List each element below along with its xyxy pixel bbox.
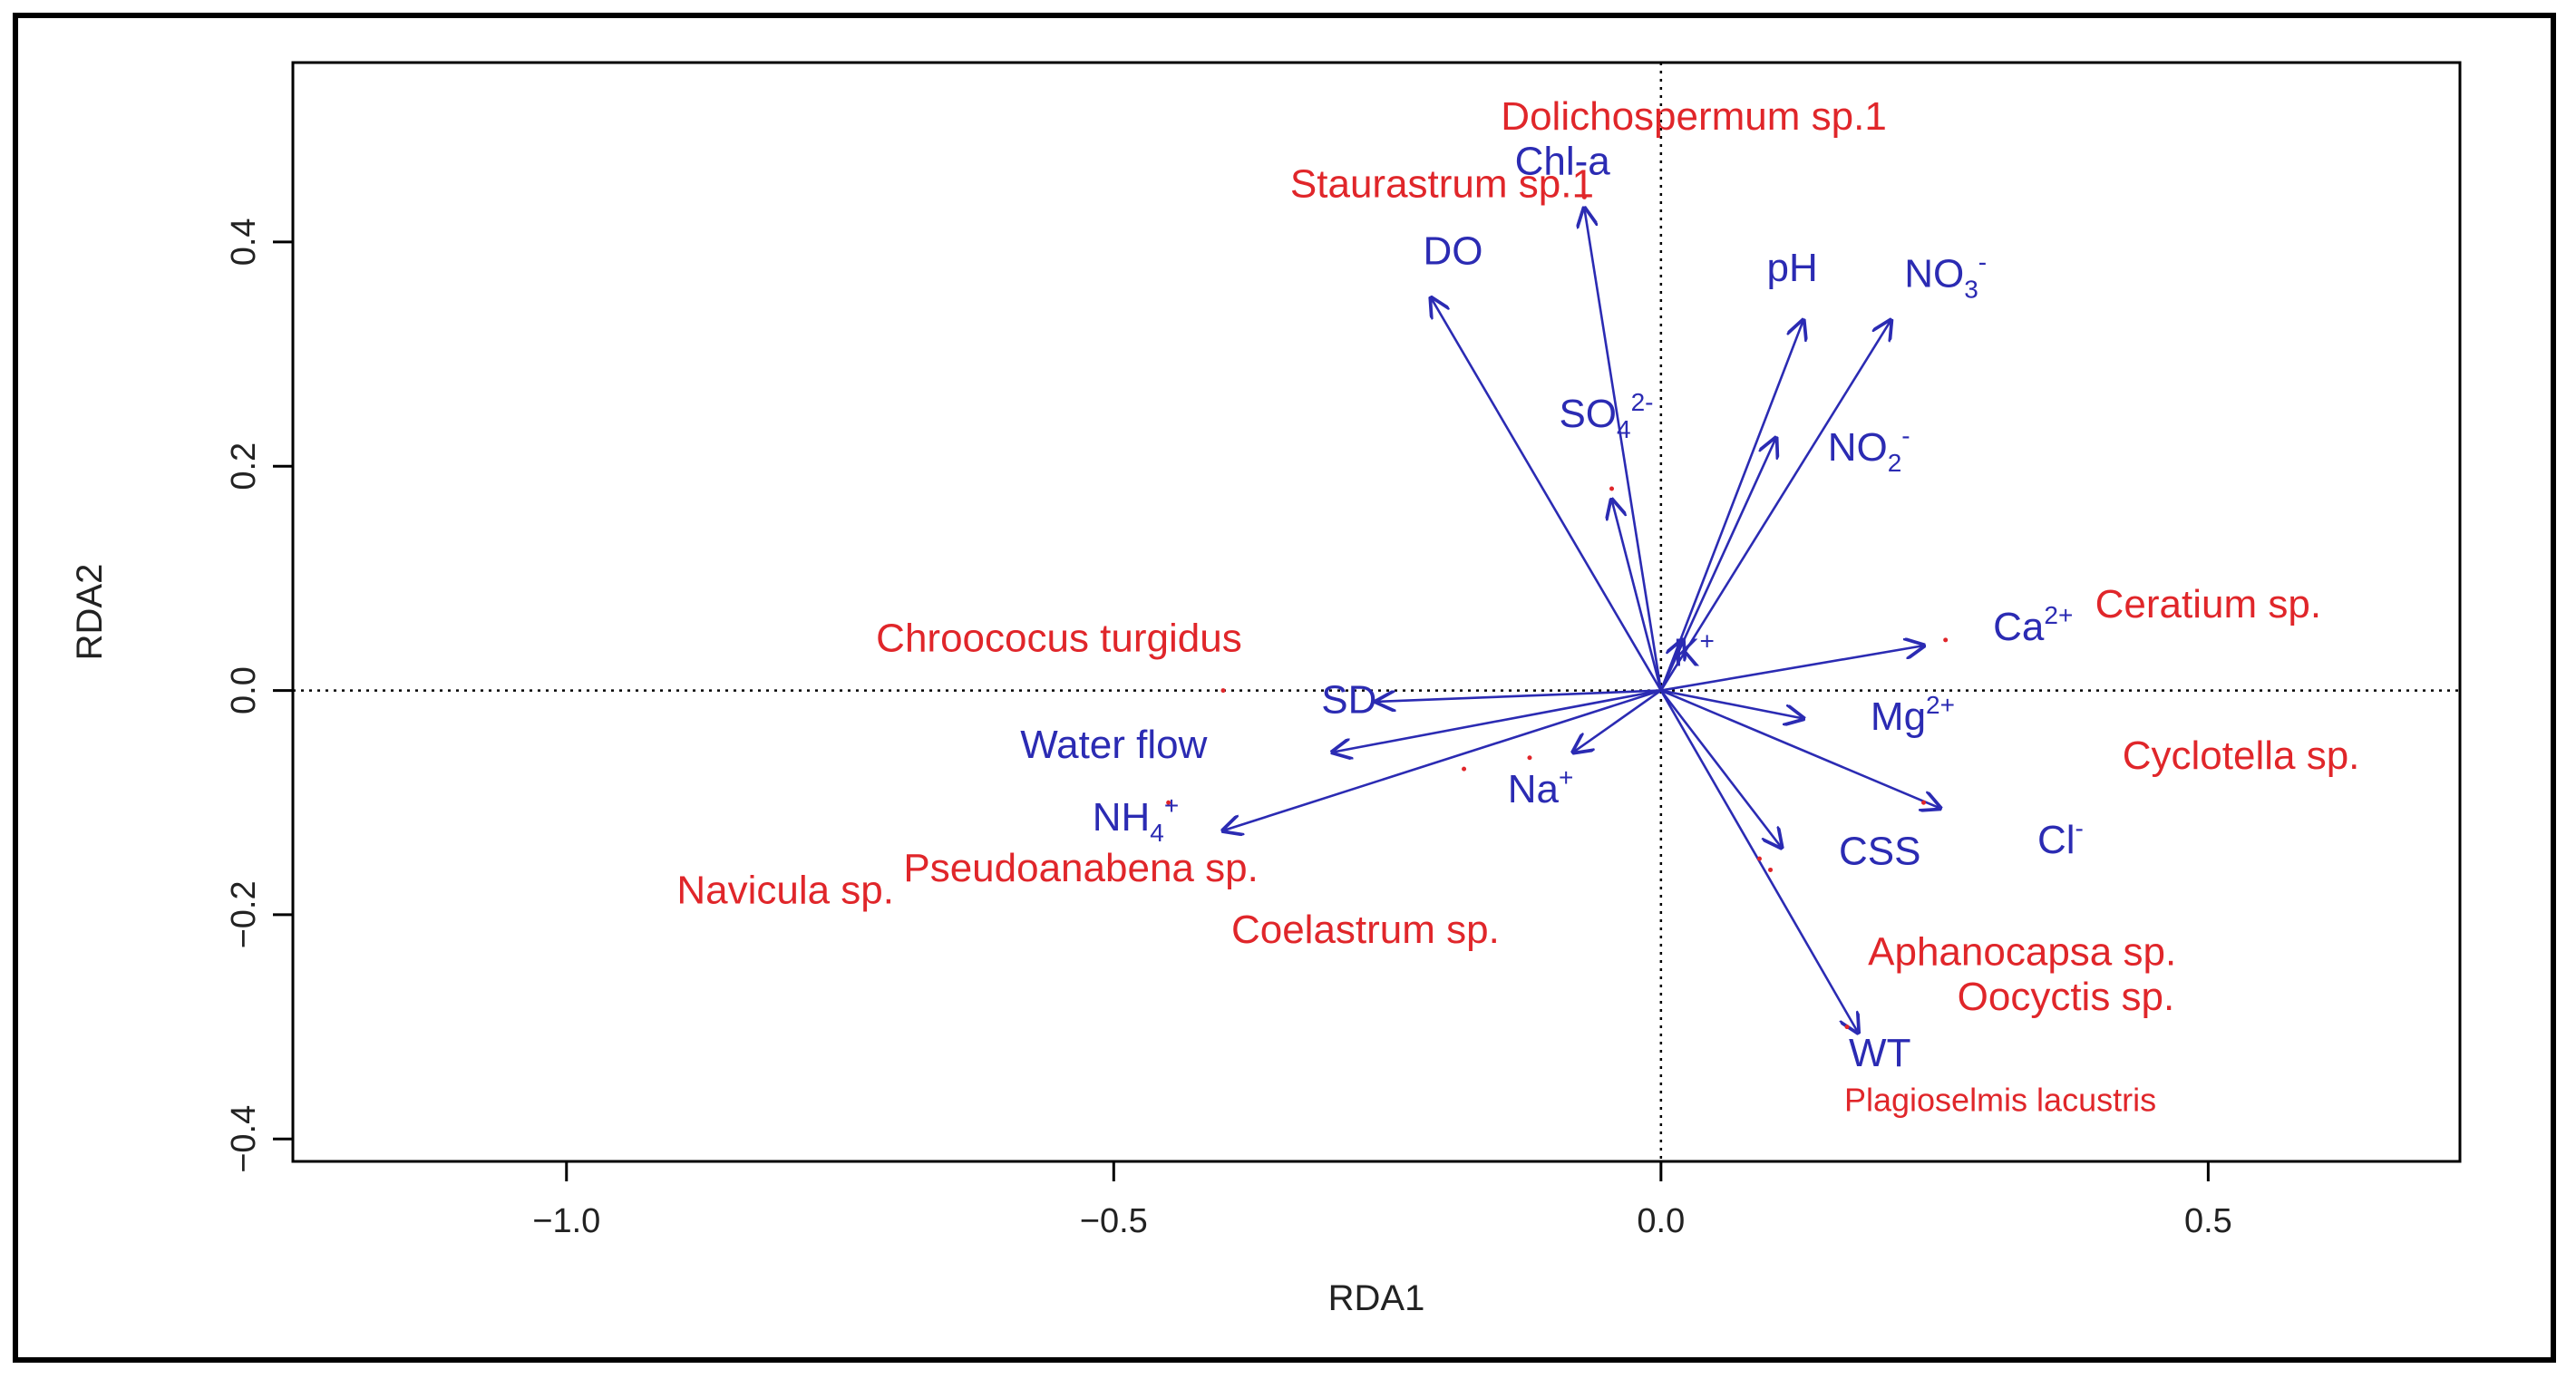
- arrow-mg2: [1660, 689, 1803, 719]
- y-tick-label: 0.0: [225, 666, 263, 714]
- env-label-water-flow: Water flow: [1020, 723, 1207, 767]
- arrow-css: [1659, 689, 1782, 848]
- x-tick-label: −0.5: [1080, 1202, 1148, 1240]
- y-tick-label: 0.4: [225, 218, 263, 266]
- y-tick-label: −0.2: [225, 880, 263, 948]
- species-point-oocyctis-sp: [1756, 856, 1762, 861]
- x-tick-label: 0.5: [2184, 1202, 2232, 1240]
- x-axis-title: RDA1: [1328, 1278, 1425, 1318]
- x-tick-label: 0.0: [1637, 1202, 1685, 1240]
- species-point-cyclotella-sp: [1921, 800, 1927, 805]
- species-label-coelastrum-sp: Coelastrum sp.: [1231, 908, 1500, 952]
- arrow-ca2: [1660, 646, 1924, 692]
- species-point-pseudoanabena-sp: [1462, 766, 1467, 772]
- species-label-plagioselmis-lacustris: Plagioselmis lacustris: [1844, 1081, 2156, 1118]
- env-label-do: DO: [1423, 229, 1482, 274]
- env-label-css: CSS: [1839, 829, 1920, 873]
- arrow-ph: [1659, 320, 1803, 692]
- species-point-plagioselmis-lacustris: [1844, 1025, 1850, 1030]
- env-label-sd: SD: [1321, 677, 1376, 722]
- x-tick-label: −1.0: [532, 1202, 600, 1240]
- plot-border: [291, 61, 2462, 1163]
- species-point-aphanocapsa-sp: [1768, 867, 1774, 872]
- y-tick-label: 0.2: [225, 442, 263, 490]
- species-label-aphanocapsa-sp: Aphanocapsa sp.: [1868, 930, 2176, 975]
- species-point-ceratium-sp: [1943, 637, 1949, 643]
- species-label-dolichospermum-sp-1: Dolichospermum sp.1: [1501, 94, 1887, 139]
- species-label-oocyctis-sp: Oocyctis sp.: [1958, 975, 2175, 1019]
- env-label-mg2: Mg2+: [1871, 691, 1955, 739]
- arrow-do: [1431, 298, 1662, 692]
- species-label-pseudoanabena-sp: Pseudoanabena sp.: [903, 846, 1258, 890]
- arrow-nh4: [1223, 689, 1662, 831]
- env-label-wt: WT: [1849, 1031, 1910, 1075]
- arrow-wt: [1659, 689, 1858, 1033]
- species-point-coelastrum-sp: [1527, 755, 1532, 761]
- species-point-navicula-sp: [1166, 800, 1171, 805]
- env-label-ca2: Ca2+: [1993, 601, 2073, 649]
- figure-frame: −1.0 −0.5 0.0 0.5 −0.4 −0.2 0.0 0.2 0.4 Chl-a DO…: [13, 13, 2556, 1363]
- arrow-water-flow: [1333, 689, 1662, 753]
- rda-biplot: −1.0 −0.5 0.0 0.5 −0.4 −0.2 0.0 0.2 0.4 Chl-a DO…: [70, 61, 2462, 1318]
- env-label-no2: NO2-: [1828, 422, 1910, 477]
- species-label-ceratium-sp: Ceratium sp.: [2095, 582, 2321, 626]
- env-label-chl-a: Chl-a: [1515, 140, 1611, 184]
- species-label-cyclotella-sp: Cyclotella sp.: [2123, 733, 2360, 778]
- arrow-chl-a: [1584, 209, 1663, 691]
- arrow-sd: [1376, 689, 1661, 702]
- env-label-cl: Cl-: [2037, 814, 2084, 862]
- env-label-ph: pH: [1767, 246, 1818, 290]
- arrow-k: [1659, 640, 1683, 692]
- species-label-navicula-sp: Navicula sp.: [676, 869, 894, 913]
- arrow-cl: [1660, 689, 1940, 809]
- y-axis-title: RDA2: [70, 564, 110, 661]
- arrow-no3: [1659, 320, 1891, 692]
- env-label-na: Na+: [1508, 763, 1574, 811]
- env-label-so42: SO42-: [1559, 388, 1653, 443]
- env-label-no3: NO3-: [1904, 248, 1987, 303]
- env-label-nh4: NH4+: [1093, 791, 1180, 847]
- species-label-staurastrum-sp-1: Staurastrum sp.1: [1290, 161, 1594, 206]
- y-tick-label: −0.4: [225, 1105, 263, 1173]
- species-point-staurastrum-sp-1: [1609, 486, 1615, 491]
- arrow-na: [1573, 689, 1662, 753]
- arrow-so42: [1612, 500, 1663, 691]
- species-point-chroococus-turgidus: [1220, 688, 1226, 694]
- env-label-k: K+: [1673, 626, 1715, 675]
- species-point-dolichospermum-sp-1: [1581, 194, 1587, 199]
- species-label-chroococus-turgidus: Chroococus turgidus: [876, 616, 1242, 660]
